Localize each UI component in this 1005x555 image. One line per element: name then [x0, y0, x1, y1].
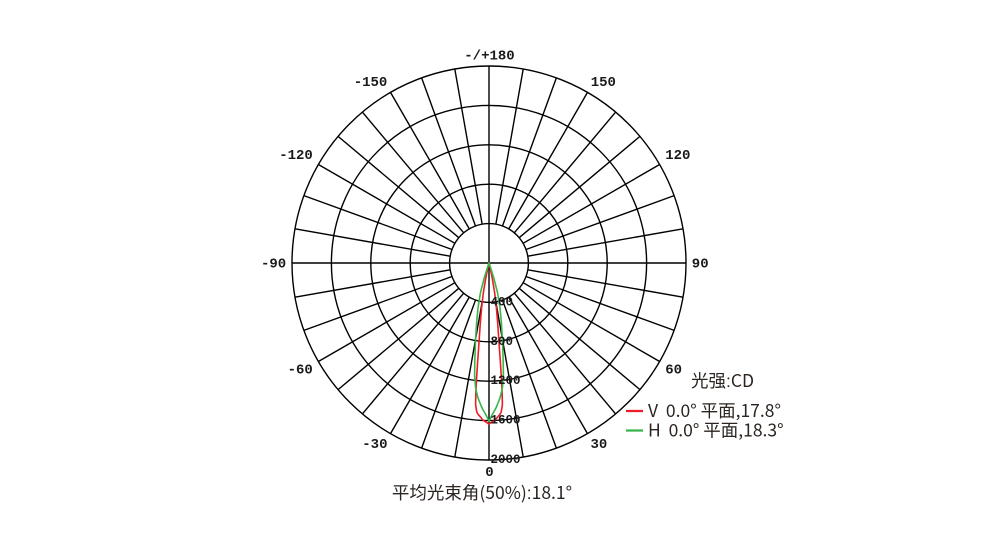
svg-text:光强:CD: 光强:CD: [691, 368, 754, 393]
svg-text:-90: -90: [261, 257, 286, 273]
svg-text:400: 400: [491, 295, 514, 309]
svg-text:-/+180: -/+180: [464, 48, 514, 64]
svg-text:平均光束角(50%):18.1°: 平均光束角(50%):18.1°: [392, 480, 572, 505]
svg-text:150: 150: [591, 75, 616, 91]
svg-text:0: 0: [485, 465, 493, 481]
svg-text:-150: -150: [354, 75, 388, 91]
svg-text:90: 90: [692, 257, 709, 273]
svg-text:-120: -120: [279, 148, 313, 164]
svg-text:30: 30: [591, 437, 608, 453]
svg-text:60: 60: [665, 363, 682, 379]
svg-text:120: 120: [665, 148, 690, 164]
svg-text:2000: 2000: [491, 453, 521, 467]
svg-text:800: 800: [491, 335, 514, 349]
svg-text:1600: 1600: [491, 414, 521, 428]
svg-text:1200: 1200: [491, 374, 521, 388]
svg-text:-30: -30: [362, 437, 387, 453]
svg-text:-60: -60: [288, 363, 313, 379]
svg-text:H 0.0° 平面,18.3°: H 0.0° 平面,18.3°: [648, 418, 784, 443]
